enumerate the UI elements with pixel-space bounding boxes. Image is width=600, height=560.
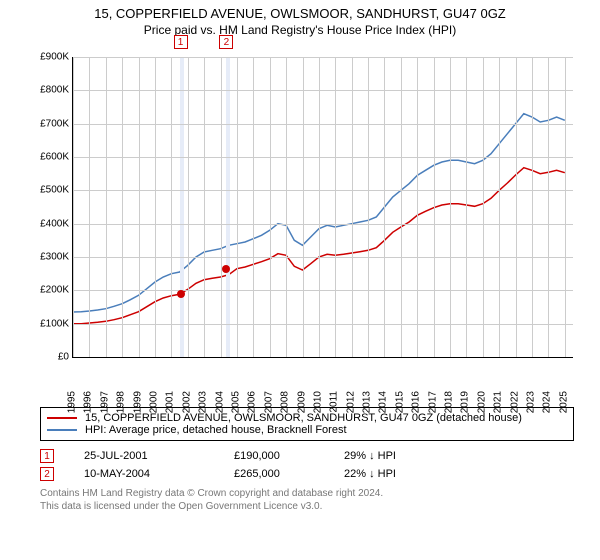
x-axis-label: 2025: [558, 391, 569, 413]
x-axis-label: 2001: [165, 391, 176, 413]
title-line-1: 15, COPPERFIELD AVENUE, OWLSMOOR, SANDHU…: [0, 6, 600, 21]
transaction-marker: 1: [40, 449, 54, 463]
y-axis-label: £800K: [27, 85, 69, 96]
x-axis-label: 2015: [394, 391, 405, 413]
transaction-delta: 22% ↓ HPI: [344, 468, 396, 480]
transaction-date: 25-JUL-2001: [84, 450, 204, 462]
y-axis-label: £900K: [27, 52, 69, 63]
x-axis-label: 2002: [181, 391, 192, 413]
legend-item-hpi: HPI: Average price, detached house, Brac…: [47, 424, 567, 436]
x-axis-label: 2019: [460, 391, 471, 413]
x-axis-label: 2011: [329, 391, 340, 413]
x-axis-label: 1995: [67, 391, 78, 413]
y-axis-label: £700K: [27, 118, 69, 129]
footer-line-1: Contains HM Land Registry data © Crown c…: [40, 487, 560, 500]
x-axis-label: 2018: [444, 391, 455, 413]
legend-label: HPI: Average price, detached house, Brac…: [85, 424, 347, 436]
y-axis-label: £500K: [27, 185, 69, 196]
x-axis-label: 2013: [362, 391, 373, 413]
transaction-dot: [222, 265, 230, 273]
chart-area: £0 £100K £200K £300K £400K £500K £600K £700K £80…: [26, 47, 586, 407]
y-axis-label: £300K: [27, 252, 69, 263]
x-axis-label: 2006: [247, 391, 258, 413]
line-layer: [73, 57, 573, 357]
x-axis-label: 2017: [427, 391, 438, 413]
title-line-2: Price paid vs. HM Land Registry's House …: [0, 23, 600, 37]
transaction-marker: 1: [174, 35, 188, 49]
x-axis-label: 2008: [280, 391, 291, 413]
x-axis-label: 1999: [132, 391, 143, 413]
x-axis-label: 2005: [230, 391, 241, 413]
plot-region: £0£100K£200K£300K£400K£500K£600K£700K£80…: [72, 57, 573, 358]
footer-line-2: This data is licensed under the Open Gov…: [40, 500, 560, 513]
x-axis-label: 2010: [312, 391, 323, 413]
x-axis-label: 2020: [476, 391, 487, 413]
x-axis-label: 1997: [99, 391, 110, 413]
chart-container: 15, COPPERFIELD AVENUE, OWLSMOOR, SANDHU…: [0, 0, 600, 513]
transaction-price: £265,000: [234, 468, 314, 480]
transaction-dot: [177, 290, 185, 298]
x-axis-label: 1996: [83, 391, 94, 413]
x-axis-label: 2016: [411, 391, 422, 413]
x-axis-label: 2022: [509, 391, 520, 413]
y-axis-label: £0: [27, 352, 69, 363]
x-axis-label: 2007: [263, 391, 274, 413]
y-axis-label: £400K: [27, 218, 69, 229]
legend-label: 15, COPPERFIELD AVENUE, OWLSMOOR, SANDHU…: [85, 412, 522, 424]
legend-item-property: 15, COPPERFIELD AVENUE, OWLSMOOR, SANDHU…: [47, 412, 567, 424]
x-axis-label: 2000: [148, 391, 159, 413]
x-axis-label: 2012: [345, 391, 356, 413]
transaction-date: 10-MAY-2004: [84, 468, 204, 480]
transaction-marker: 2: [219, 35, 233, 49]
y-axis-label: £600K: [27, 152, 69, 163]
x-axis-label: 2009: [296, 391, 307, 413]
transaction-row: 1 25-JUL-2001 £190,000 29% ↓ HPI: [40, 449, 560, 463]
transaction-row: 2 10-MAY-2004 £265,000 22% ↓ HPI: [40, 467, 560, 481]
y-axis-label: £200K: [27, 285, 69, 296]
transaction-table: 1 25-JUL-2001 £190,000 29% ↓ HPI 2 10-MAY-200…: [40, 449, 560, 481]
legend-swatch: [47, 429, 77, 431]
x-axis-labels: 1995199619971998199920002001200220032004…: [72, 363, 572, 403]
x-axis-label: 2024: [542, 391, 553, 413]
x-axis-label: 2023: [526, 391, 537, 413]
footer: Contains HM Land Registry data © Crown c…: [40, 487, 560, 513]
y-axis-label: £100K: [27, 318, 69, 329]
legend-swatch: [47, 417, 77, 419]
transaction-price: £190,000: [234, 450, 314, 462]
x-axis-label: 2014: [378, 391, 389, 413]
titles: 15, COPPERFIELD AVENUE, OWLSMOOR, SANDHU…: [0, 0, 600, 37]
transaction-marker: 2: [40, 467, 54, 481]
transaction-delta: 29% ↓ HPI: [344, 450, 396, 462]
x-axis-label: 1998: [116, 391, 127, 413]
x-axis-label: 2004: [214, 391, 225, 413]
x-axis-label: 2021: [493, 391, 504, 413]
x-axis-label: 2003: [198, 391, 209, 413]
